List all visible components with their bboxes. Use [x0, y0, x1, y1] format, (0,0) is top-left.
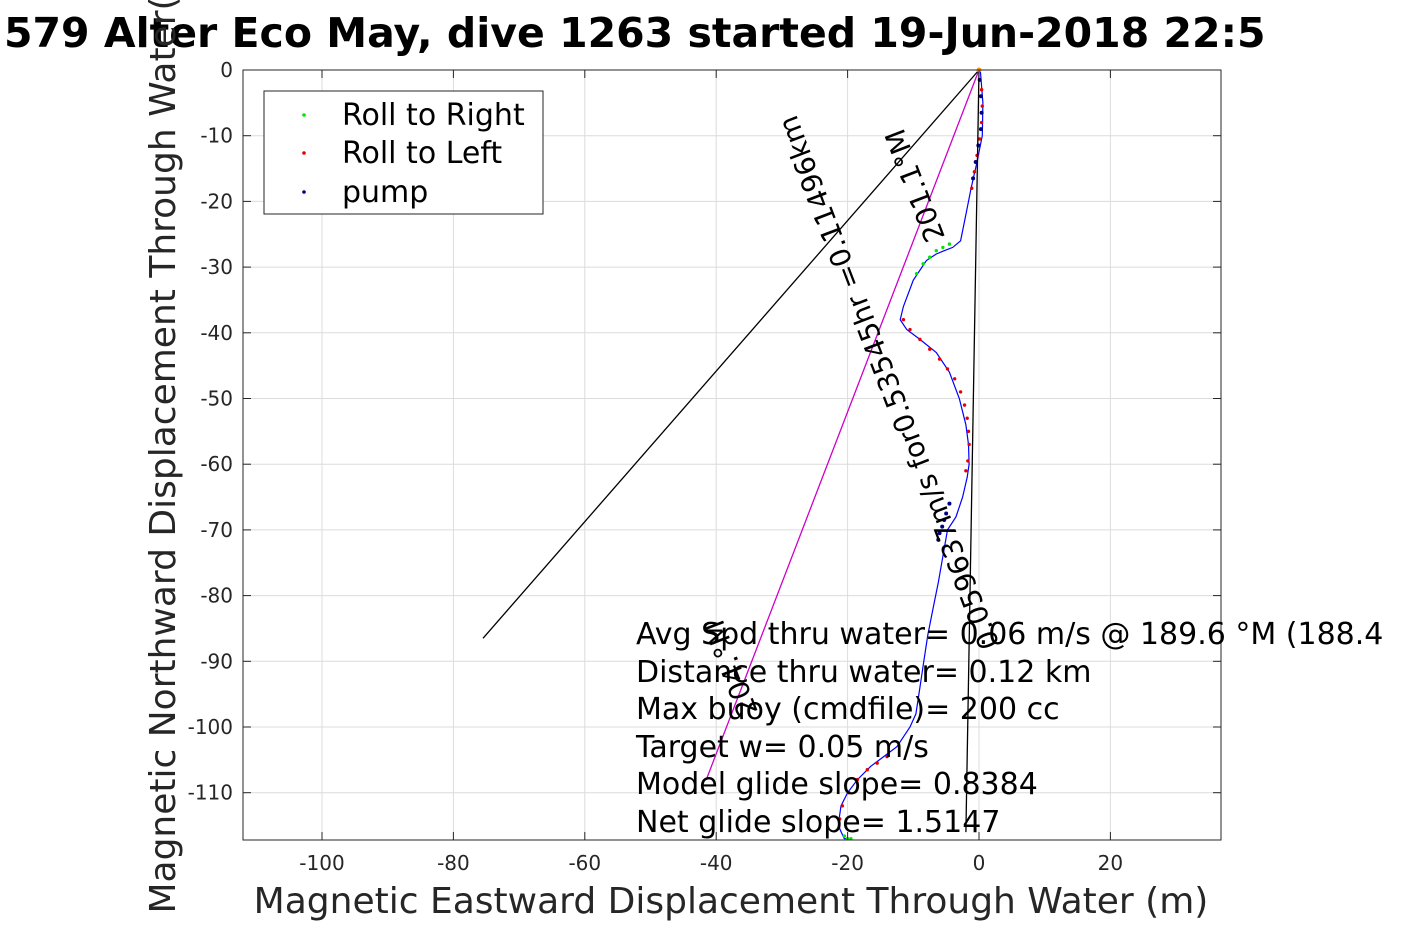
chart-title: 579 Alter Eco May, dive 1263 started 19-…	[4, 9, 1266, 57]
roll-left-point	[972, 170, 977, 174]
roll-left-point	[847, 791, 851, 795]
track-series	[838, 69, 984, 840]
roll-left-point	[966, 429, 971, 434]
stats-block: Avg Spd thru water= 0.06 m/s @ 189.6 °M …	[635, 617, 1383, 840]
roll-left-point	[908, 327, 912, 332]
roll-left-point	[979, 120, 984, 125]
black-line-series	[965, 69, 980, 833]
roll-right-point	[941, 245, 945, 250]
y-tick-label: -70	[200, 518, 233, 542]
roll-left-point	[918, 337, 922, 342]
pump-point	[978, 127, 983, 132]
roll-right-point	[928, 255, 932, 259]
pump-point	[979, 110, 984, 115]
stats-line-model-glide: Model glide slope= 0.8384	[636, 767, 1038, 802]
stats-line-net-glide: Net glide slope= 1.5147	[636, 805, 1000, 840]
roll-left-point	[840, 804, 845, 808]
stats-line-distance: Distance thru water= 0.12 km	[636, 655, 1091, 690]
roll-right-point	[842, 834, 847, 838]
y-tick-label: -60	[200, 452, 233, 476]
y-tick-label: -50	[200, 387, 233, 411]
roll-right-point	[914, 271, 919, 276]
legend-marker-roll-left	[302, 151, 306, 155]
roll-left-point	[970, 186, 974, 190]
pump-point	[978, 94, 983, 99]
legend-label-pump: pump	[342, 175, 428, 210]
magenta-line-series	[705, 69, 980, 780]
legend: Roll to Right Roll to Left pump	[263, 90, 544, 215]
x-axis-label: Magnetic Eastward Displacement Through W…	[254, 881, 1209, 922]
x-tick-label: 0	[973, 851, 986, 875]
pump-point	[947, 501, 952, 506]
y-tick-label: -90	[200, 649, 233, 673]
pump-point	[942, 518, 947, 523]
legend-label-roll-right: Roll to Right	[342, 98, 525, 133]
ticks: -100 -80 -60 -40 -20 0 20 0 -10 -20 -30 -40 -50 -60 -7…	[188, 58, 1221, 875]
x-tick-label: -20	[831, 851, 864, 875]
roll-left-point	[958, 390, 963, 394]
y-tick-label: -10	[200, 124, 233, 148]
legend-box	[263, 90, 544, 215]
x-tick-label: -40	[700, 851, 733, 875]
roll-left-point	[937, 357, 942, 361]
legend-marker-pump	[302, 190, 306, 194]
roll-left-point	[838, 817, 842, 821]
axes-box	[242, 69, 1222, 841]
y-tick-label: 0	[220, 58, 233, 82]
stats-line-target-w: Target w= 0.05 m/s	[635, 730, 929, 765]
roll-left-point	[967, 442, 971, 447]
y-tick-label: -100	[188, 715, 233, 739]
legend-marker-roll-right	[302, 113, 306, 117]
legend-label-roll-left: Roll to Left	[342, 136, 502, 171]
stats-line-avg-speed: Avg Spd thru water= 0.06 m/s @ 189.6 °M …	[636, 617, 1383, 652]
x-tick-label: 20	[1098, 851, 1123, 875]
pump-point	[940, 524, 945, 529]
roll-left-point	[952, 377, 957, 381]
roll-left-point	[979, 88, 984, 92]
roll-left-point	[977, 137, 982, 141]
series-layer	[482, 67, 984, 841]
roll-left-point	[966, 459, 970, 463]
x-tick-label: -80	[437, 851, 470, 875]
x-tick-label: -60	[568, 851, 601, 875]
roll-left-point	[928, 347, 932, 351]
pump-point	[971, 176, 976, 181]
y-tick-label: -80	[200, 584, 233, 608]
pump-point	[944, 511, 949, 516]
black-line-series	[482, 69, 980, 639]
y-tick-label: -20	[200, 189, 233, 213]
y-axis-label: Magnetic Northward Displacement Through …	[143, 0, 184, 914]
y-tick-label: -110	[188, 781, 233, 805]
roll-left-point	[980, 104, 984, 108]
roll-right-point	[934, 248, 938, 253]
roll-left-point	[964, 469, 968, 473]
x-tick-label: -100	[299, 851, 344, 875]
roll-right-point	[947, 242, 952, 246]
stats-line-max-buoy: Max buoy (cmdfile)= 200 cc	[636, 692, 1060, 727]
y-tick-label: -40	[200, 321, 233, 345]
roll-left-point	[962, 403, 967, 407]
roll-left-point	[865, 768, 870, 772]
roll-left-point	[901, 317, 906, 322]
roll-left-point	[885, 754, 889, 759]
pump-point	[937, 531, 942, 536]
y-tick-label: -30	[200, 255, 233, 279]
roll-right-point	[921, 262, 925, 266]
roll-left-point	[875, 761, 879, 765]
roll-left-point	[945, 367, 950, 371]
pump-point	[973, 159, 978, 164]
roll-left-point	[855, 777, 860, 782]
roll-left-point	[965, 416, 969, 420]
pump-point	[936, 537, 941, 542]
